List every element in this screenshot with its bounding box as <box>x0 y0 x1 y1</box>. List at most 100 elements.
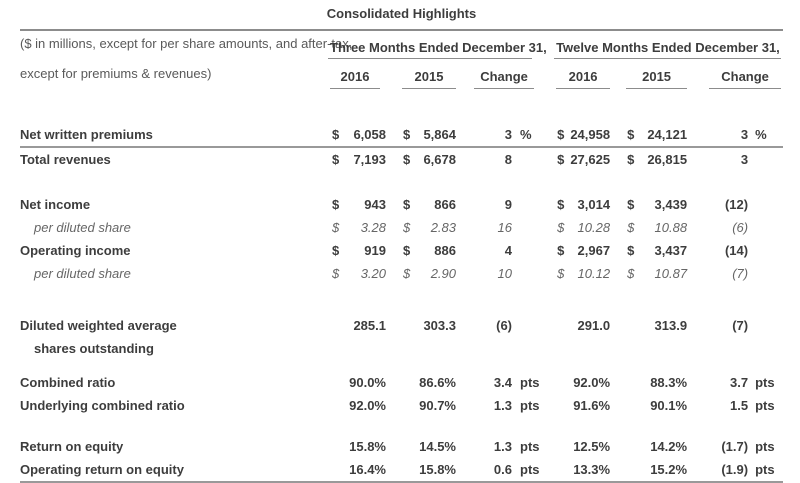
unit-cell: pts <box>755 439 775 454</box>
dollar-sign-cell <box>386 458 414 482</box>
value-cell: 14.5% <box>419 439 456 454</box>
unit-cell <box>512 262 548 285</box>
unit-cell <box>512 193 548 216</box>
dollar-sign-cell: $ <box>332 197 340 212</box>
value-cell: 26,815 <box>647 152 688 167</box>
value-cell: 88.3% <box>650 375 688 390</box>
value-cell: 303.3 <box>423 318 456 333</box>
row-label-text: Total revenues <box>20 152 111 167</box>
dollar-sign-cell <box>386 435 414 458</box>
unit-cell <box>748 216 783 239</box>
dollar-sign-cell: $ <box>557 243 565 258</box>
change-cell: 1.5 <box>730 398 749 413</box>
value-cell: 3.20 <box>360 266 386 281</box>
dollar-sign-cell: $ <box>403 243 411 258</box>
row-label: Net income <box>20 193 328 216</box>
header-body-gap <box>20 89 783 123</box>
row-label-text: Net written premiums <box>20 127 153 142</box>
dollar-sign-cell: $ <box>627 220 635 235</box>
row-label: Operating return on equity <box>20 458 328 482</box>
value-cell: 15.8% <box>419 462 456 477</box>
value-cell: 90.7% <box>419 398 456 413</box>
dollar-sign-cell <box>328 394 344 417</box>
unit-cell <box>748 239 783 262</box>
table-row: Net income $943 $866 9 $3,014 $3,439 (12) <box>20 193 783 216</box>
table-row: Return on equity 15.8% 14.5% 1.3 pts 12.5% 14.… <box>20 435 783 458</box>
dollar-sign-cell: $ <box>627 152 635 167</box>
group-header-twelve-months: Twelve Months Ended December 31, <box>548 31 783 59</box>
dollar-sign-cell: $ <box>403 197 411 212</box>
spacer-row <box>20 171 783 193</box>
change-cell: (1.9) <box>721 462 749 477</box>
table-title: Consolidated Highlights <box>20 2 783 31</box>
unit-cell: pts <box>520 439 540 454</box>
spacer-row <box>20 417 783 435</box>
col-header-12m-change: Change <box>687 59 783 89</box>
change-cell: (6) <box>496 318 512 333</box>
value-cell: 10.88 <box>654 220 688 235</box>
row-label-text: per diluted share <box>34 220 131 235</box>
change-cell: 0.6 <box>493 462 512 477</box>
table-row: Operating return on equity 16.4% 15.8% 0.6 p… <box>20 458 783 482</box>
change-cell: 3 <box>740 152 749 167</box>
value-cell: 24,121 <box>643 123 688 148</box>
unit-cell: % <box>748 123 784 148</box>
row-label: Underlying combined ratio <box>20 394 328 417</box>
dollar-sign-cell <box>328 435 344 458</box>
dollar-sign-cell <box>610 314 643 360</box>
dollar-sign-cell <box>548 314 567 360</box>
change-cell: 3 <box>456 123 512 148</box>
change-cell: (14) <box>724 243 749 258</box>
spacer-cell <box>20 171 783 193</box>
units-note-line1: ($ in millions, except for per share amo… <box>20 36 353 51</box>
value-cell: 3,437 <box>654 243 688 258</box>
value-cell: 3,439 <box>654 197 688 212</box>
unit-cell <box>512 147 548 171</box>
change-cell: 3 <box>687 123 749 148</box>
consolidated-highlights-table: ($ in millions, except for per share amo… <box>20 31 784 483</box>
dollar-sign-cell: $ <box>557 152 565 167</box>
unit-cell: pts <box>755 398 775 413</box>
dollar-sign-cell: $ <box>557 197 565 212</box>
value-cell: 886 <box>434 243 456 258</box>
change-cell: (12) <box>724 197 749 212</box>
value-cell: 15.8% <box>349 439 386 454</box>
dollar-sign-cell: $ <box>557 266 565 281</box>
table-body: Net written premiums $6,058 $5,864 3% $24,95… <box>20 89 784 482</box>
unit-cell <box>512 314 548 360</box>
unit-cell <box>748 314 783 360</box>
value-cell: 16.4% <box>349 462 386 477</box>
row-label: Net written premiums <box>20 123 328 148</box>
table-row: per diluted share $3.20 $2.90 10 $10.12 $10.8… <box>20 262 783 285</box>
change-cell: 9 <box>504 197 512 212</box>
value-cell: 15.2% <box>650 462 688 477</box>
unit-cell: pts <box>755 462 775 477</box>
table-row: Underlying combined ratio 92.0% 90.7% 1.3 pt… <box>20 394 783 417</box>
dollar-sign-cell <box>610 394 643 417</box>
value-cell: 943 <box>364 197 386 212</box>
change-cell: (7) <box>732 318 749 333</box>
row-label-text: Combined ratio <box>20 375 116 390</box>
value-cell: 7,193 <box>353 152 386 167</box>
row-label-text: Operating income <box>20 243 131 258</box>
value-cell: 90.0% <box>349 375 386 390</box>
unit-cell <box>748 147 783 171</box>
change-cell: (1.7) <box>721 439 749 454</box>
spacer-row <box>20 360 783 371</box>
dollar-sign-cell: $ <box>627 243 635 258</box>
value-cell: 291.0 <box>577 318 611 333</box>
value-cell: 3.28 <box>360 220 386 235</box>
value-cell: 6,058 <box>344 123 386 148</box>
units-note-line2: except for premiums & revenues) <box>20 66 212 81</box>
dollar-sign-cell <box>328 371 344 394</box>
value-cell: 86.6% <box>419 375 456 390</box>
value-cell: 92.0% <box>349 398 386 413</box>
dollar-sign-cell <box>386 394 414 417</box>
spacer-cell <box>20 417 783 435</box>
value-cell: 13.3% <box>573 462 611 477</box>
table-row: Net written premiums $6,058 $5,864 3% $24,95… <box>20 123 784 148</box>
value-cell: 2.90 <box>430 266 456 281</box>
dollar-sign-cell: $ <box>610 123 644 148</box>
dollar-sign-cell <box>386 314 414 360</box>
col-header-12m-2016: 2016 <box>548 59 611 89</box>
